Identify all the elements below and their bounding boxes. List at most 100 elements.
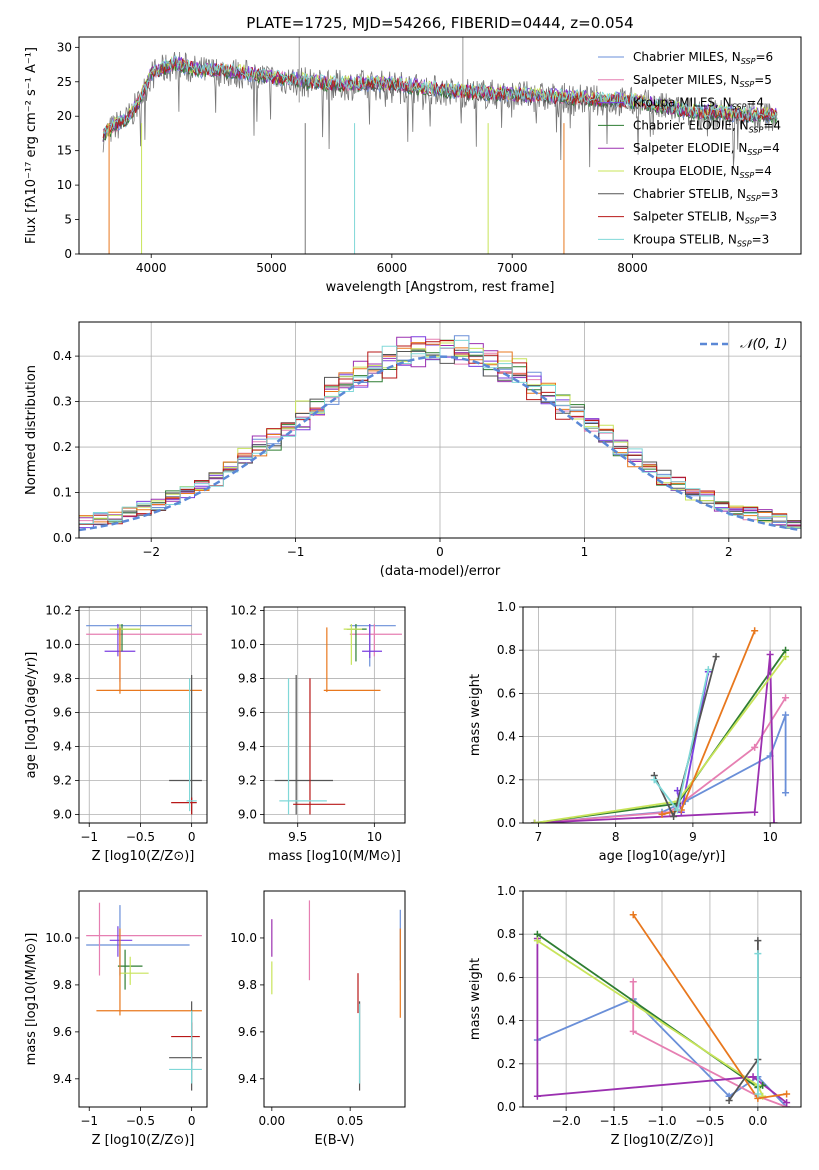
legend-sub: SSP (745, 217, 760, 226)
y-tick-label: 0.4 (497, 730, 516, 744)
legend-text: Chabrier MILES, N (633, 50, 741, 64)
y-tick-label: 0.4 (497, 1014, 516, 1028)
y-tick-label: 9.4 (53, 1072, 72, 1086)
x-tick-label: −1 (80, 830, 98, 844)
legend-tail: =5 (754, 73, 772, 87)
data-point (766, 651, 774, 659)
y-tick-label: 9.8 (53, 671, 72, 685)
y-tick-label: 9.6 (53, 1025, 72, 1039)
legend-text: Kroupa STELIB, N (633, 232, 737, 246)
data-point (670, 813, 678, 821)
y-tick-label: 9.2 (53, 773, 72, 787)
y-tick-label: 0 (64, 247, 72, 261)
legend-tail: =3 (759, 210, 777, 224)
axes-frame (522, 890, 802, 1108)
data-point (658, 810, 666, 818)
data-point (770, 819, 778, 823)
legend-label: 𝒩(0, 1) (740, 337, 787, 352)
plots: 4000 5000 6000 7000 8000051015202530waveleng… (24, 36, 802, 1148)
x-tick-label: −1.0 (647, 1114, 676, 1128)
x-tick-label: 1 (581, 545, 589, 559)
legend-label: Chabrier STELIB, NSSP=3 (633, 187, 778, 203)
x-tick-label: 5000 (256, 261, 287, 275)
data-point (749, 1073, 757, 1081)
x-tick-label: 10 (762, 830, 777, 844)
panel-mass-vs-EBV: 0.00 0.05 9.4 9.6 9.8 10.0 E(B-V) (230, 890, 406, 1148)
legend-label: Chabrier ELODIE, NSSP=4 (633, 118, 781, 134)
panel-mass-weight-vs-Z: −2.0 −1.5 −1.0 −0.5 0.0 0.0 0.2 0.4 0.6 0.8 1.0 Z [… (468, 884, 802, 1148)
y-axis-label: mass weight (468, 674, 483, 756)
plot-area (102, 37, 778, 254)
x-tick-label: 8 (612, 830, 620, 844)
data-point (754, 1090, 762, 1098)
legend-label: Salpeter STELIB, NSSP=3 (633, 210, 777, 226)
data-point (629, 978, 637, 986)
panel-age-vs-mass: 9.5 10 9.0 9.2 9.4 9.6 9.8 10.0 10.2 mass [log10(… (230, 603, 406, 864)
x-tick-label: 9 (689, 830, 697, 844)
legend-text: Kroupa MILES, N (633, 96, 732, 110)
axes-frame (263, 890, 406, 1108)
x-tick-label: 4000 (136, 261, 167, 275)
legend-label: Salpeter MILES, NSSP=5 (633, 73, 772, 89)
y-tick-label: 9.4 (238, 1072, 257, 1086)
x-axis-label: age [log10(age/yr)] (599, 849, 726, 864)
legend-sub: SSP (741, 57, 756, 66)
y-axis-label: Flux [fλ10⁻¹⁷ erg cm⁻² s⁻¹ A⁻¹] (24, 47, 39, 244)
axes-frame (78, 36, 802, 255)
panel-spectrum: 4000 5000 6000 7000 8000 0 5 10 15 20 25 30 waveleng… (24, 36, 802, 295)
panel-mass-vs-Z: −1 −0.5 0 9.4 9.6 9.8 10.0 Z [log10(Z/Z⊙)] mass … (24, 890, 208, 1148)
data-point (650, 776, 658, 784)
legend-tail: =4 (763, 118, 781, 132)
weight-series-line (534, 654, 775, 823)
y-tick-label: 10 (57, 178, 72, 192)
legend-sub: SSP (747, 148, 762, 157)
y-tick-label: 20 (57, 109, 72, 123)
data-point (783, 1090, 791, 1098)
y-tick-label: 0.8 (497, 927, 516, 941)
x-tick-label: 8000 (617, 261, 648, 275)
weight-series-line (536, 939, 764, 1097)
data-point (673, 806, 681, 814)
x-tick-label: 0 (188, 1114, 196, 1128)
x-tick-label: 0.05 (337, 1114, 364, 1128)
legend-text: Salpeter MILES, N (633, 73, 740, 87)
axes-frame (78, 890, 208, 1108)
panel-residual-histogram: −2 −1 0 1 2 0.0 0.1 0.2 0.3 0.4 (data-model)/error… (24, 321, 802, 579)
data-point (782, 789, 790, 797)
figure-title: PLATE=1725, MJD=54266, FIBERID=0444, z=0… (246, 14, 633, 32)
legend-tail: =6 (755, 50, 773, 64)
plot-area (523, 891, 801, 1107)
y-tick-label: 9.4 (53, 739, 72, 753)
legend-sub: SSP (740, 171, 755, 180)
data-point (754, 937, 762, 945)
weight-series-line (534, 656, 787, 823)
x-tick-label: 6000 (377, 261, 408, 275)
y-tick-label: 9.4 (238, 739, 257, 753)
weight-series-line (632, 981, 787, 1107)
y-tick-label: 10.2 (230, 603, 257, 617)
normal-reference-curve (79, 355, 801, 532)
legend-sub: SSP (746, 194, 761, 203)
axes-frame (522, 606, 802, 824)
x-axis-label: (data-model)/error (380, 564, 501, 579)
data-point (782, 694, 790, 702)
axes-frame (263, 606, 406, 824)
x-axis-label: Z [log10(Z/Z⊙)] (92, 1133, 195, 1148)
y-tick-label: 1.0 (497, 600, 516, 614)
y-tick-label: 10.0 (45, 931, 72, 945)
y-tick-label: 0.0 (497, 1100, 516, 1114)
x-tick-label: 0.00 (258, 1114, 285, 1128)
y-tick-label: 0.2 (53, 440, 72, 454)
x-axis-label: E(B-V) (314, 1133, 354, 1148)
data-point (751, 743, 759, 751)
data-point (751, 808, 759, 816)
y-axis-label: age [log10(age/yr)] (24, 652, 39, 779)
x-axis-label: mass [log10(M/M⊙)] (268, 849, 401, 864)
plot-area (86, 902, 202, 1091)
legend-text: Salpeter STELIB, N (633, 210, 745, 224)
data-point (725, 1097, 733, 1105)
x-tick-label: 0 (436, 545, 444, 559)
panel-age-vs-Z: −1 −0.5 0 9.0 9.2 9.4 9.6 9.8 10.0 10.2 Z [log10(Z… (24, 603, 208, 864)
histogram-step (79, 340, 801, 527)
